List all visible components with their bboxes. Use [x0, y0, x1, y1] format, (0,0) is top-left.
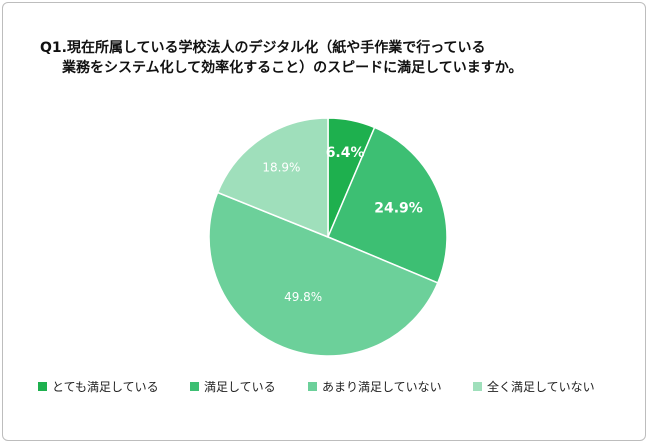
data-label-not-very-satisfied: 49.8%: [284, 290, 322, 304]
legend-item-satisfied: 満足している: [190, 378, 276, 395]
legend-item-very-satisfied: とても満足している: [38, 378, 159, 395]
chart-title-line1: Q1.現在所属している学校法人のデジタル化（紙や手作業で行っている: [40, 40, 486, 56]
slice-not-at-all-satisfied: [216, 117, 329, 239]
legend-swatch: [308, 382, 317, 391]
slice-satisfied: [327, 126, 448, 284]
legend-swatch: [473, 382, 482, 391]
legend: とても満足している 満足している あまり満足していない 全く満足していない: [38, 378, 638, 398]
chart-title: Q1.現在所属している学校法人のデジタル化（紙や手作業で行っている 業務をシステ…: [40, 38, 620, 78]
slice-not-very-satisfied: [208, 191, 439, 357]
data-label-not-at-all-satisfied: 18.9%: [262, 160, 300, 174]
legend-item-not-very-satisfied: あまり満足していない: [308, 378, 442, 395]
data-label-satisfied: 24.9%: [374, 200, 423, 216]
data-label-very-satisfied: 6.4%: [326, 145, 365, 161]
legend-label: あまり満足していない: [322, 380, 442, 394]
legend-item-not-at-all-satisfied: 全く満足していない: [473, 378, 595, 395]
legend-label: とても満足している: [52, 380, 159, 394]
legend-swatch: [38, 382, 47, 391]
legend-label: 全く満足していない: [487, 380, 595, 394]
legend-swatch: [190, 382, 199, 391]
legend-label: 満足している: [204, 380, 276, 394]
chart-title-line2: 業務をシステム化して効率化すること）のスピードに満足していますか。: [62, 60, 523, 76]
